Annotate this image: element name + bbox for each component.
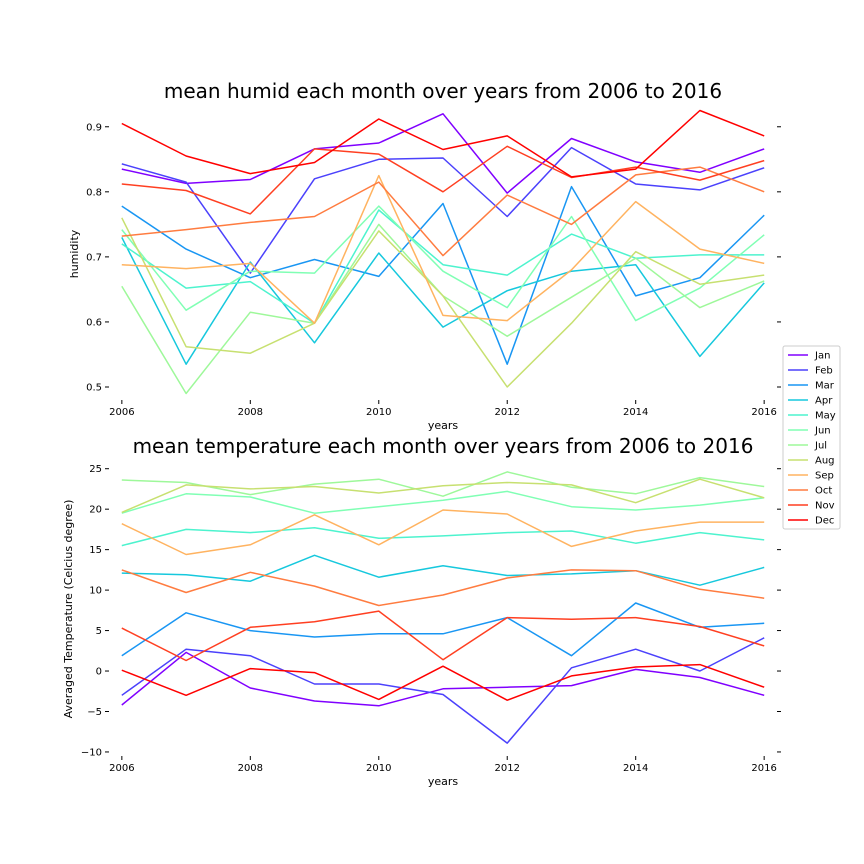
temperature-x-axis-label: years (428, 775, 459, 788)
legend-label-oct: Oct (815, 486, 832, 497)
temperature-y-axis-label: Averaged Temperature (Celcius degree) (62, 500, 75, 719)
temperature-chart: mean temperature each month over years f… (62, 434, 781, 788)
legend-label-nov: Nov (815, 501, 835, 512)
temperature-y-tick-label: 10 (89, 586, 102, 597)
humidity-y-axis-label: humidity (68, 229, 81, 278)
legend-label-sep: Sep (815, 471, 834, 482)
temperature-series-jul (121, 471, 765, 497)
legend-items: Jan Feb Mar Apr May Jun Jul Aug Sep Oct Nov Dec (788, 351, 836, 527)
humidity-x-axis-label: years (428, 419, 459, 432)
humidity-ticks: 0.5 0.6 0.7 0.8 0.9 2006 2008 2010 2012 2014 2016 (86, 122, 781, 418)
humidity-series-sep (121, 174, 765, 324)
temperature-x-tick-label: 2008 (238, 763, 263, 774)
humidity-series-jan (121, 113, 765, 194)
humidity-y-tick-label: 0.6 (86, 317, 102, 328)
temperature-y-tick-label: 25 (89, 464, 102, 475)
temperature-y-tick-label: −5 (87, 707, 102, 718)
humidity-series-feb (121, 146, 765, 274)
legend-label-aug: Aug (815, 456, 835, 467)
legend-label-jan: Jan (814, 351, 830, 362)
temperature-x-tick-label: 2010 (366, 763, 391, 774)
legend-label-jun: Jun (814, 426, 831, 437)
temperature-series-aug (121, 478, 765, 514)
temperature-series-dec (121, 663, 765, 701)
humidity-y-tick-label: 0.8 (86, 187, 102, 198)
temperature-chart-title: mean temperature each month over years f… (133, 434, 754, 458)
humidity-y-tick-label: 0.5 (86, 382, 102, 393)
humidity-x-tick-label: 2012 (495, 407, 520, 418)
temperature-y-tick-label: 20 (89, 505, 102, 516)
temperature-series-jan (121, 651, 765, 707)
humidity-series-apr (121, 237, 765, 365)
humidity-x-tick-label: 2008 (238, 407, 263, 418)
humidity-chart-title: mean humid each month over years from 20… (164, 79, 722, 103)
legend-label-mar: Mar (815, 381, 835, 392)
temperature-series-nov (121, 610, 765, 662)
legend: Jan Feb Mar Apr May Jun Jul Aug Sep Oct Nov Dec (782, 345, 841, 530)
humidity-x-tick-label: 2006 (109, 407, 134, 418)
temperature-series-jun (121, 490, 765, 514)
humidity-series-dec (121, 109, 765, 178)
legend-label-apr: Apr (815, 396, 833, 407)
humidity-series-jun (121, 205, 765, 322)
temperature-series-oct (121, 569, 765, 607)
temperature-series-sep (121, 509, 765, 556)
humidity-y-tick-label: 0.7 (86, 252, 102, 263)
legend-label-jul: Jul (814, 441, 827, 452)
humidity-series-mar (121, 185, 765, 365)
humidity-series-aug (121, 217, 765, 388)
legend-label-may: May (815, 411, 836, 422)
temperature-y-tick-label: 0 (96, 667, 102, 678)
temperature-y-tick-label: 15 (89, 545, 102, 556)
temperature-ticks: −10 −5 0 5 10 15 20 25 2006 2008 2010 2012 2014 2016 (81, 464, 781, 774)
temperature-lines (121, 471, 765, 744)
legend-label-dec: Dec (815, 516, 834, 527)
temperature-series-feb (121, 637, 765, 744)
temperature-x-tick-label: 2014 (623, 763, 648, 774)
temperature-series-mar (121, 602, 765, 657)
temperature-x-tick-label: 2016 (751, 763, 776, 774)
temperature-series-may (121, 527, 765, 547)
humidity-y-tick-label: 0.9 (86, 122, 102, 133)
temperature-x-tick-label: 2006 (109, 763, 134, 774)
temperature-x-tick-label: 2012 (495, 763, 520, 774)
legend-box (782, 345, 841, 530)
humidity-series-oct (121, 166, 765, 257)
humidity-series-jul (121, 223, 765, 395)
humidity-x-tick-label: 2014 (623, 407, 648, 418)
temperature-y-tick-label: 5 (96, 626, 102, 637)
legend-label-feb: Feb (815, 366, 833, 377)
humidity-x-tick-label: 2010 (366, 407, 391, 418)
humidity-series-nov (121, 145, 765, 215)
temperature-y-tick-label: −10 (81, 747, 102, 758)
humidity-x-tick-label: 2016 (751, 407, 776, 418)
humidity-chart: mean humid each month over years from 20… (68, 79, 781, 432)
humidity-lines (121, 109, 765, 395)
